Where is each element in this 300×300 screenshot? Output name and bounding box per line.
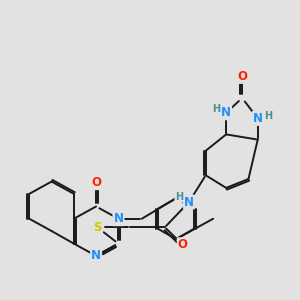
Text: H: H [212,104,220,114]
Text: O: O [237,70,247,83]
Text: N: N [184,196,194,208]
Text: H: H [175,192,183,202]
Text: N: N [253,112,263,125]
Text: N: N [113,212,123,225]
Text: N: N [91,249,101,262]
Text: S: S [93,221,101,234]
Text: H: H [264,111,272,121]
Text: N: N [221,106,231,119]
Text: O: O [91,176,101,189]
Text: O: O [178,238,188,251]
